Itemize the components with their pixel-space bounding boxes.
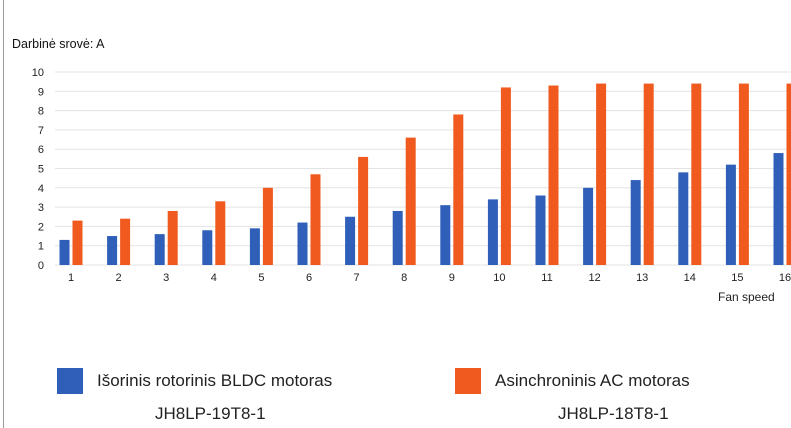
model-label-ac: JH8LP-18T8-1: [558, 404, 669, 423]
bar-ac-1: [72, 220, 83, 265]
x-tick-label: 11: [541, 272, 552, 284]
bar-ac-2: [120, 218, 131, 265]
bar-bldc-3: [154, 234, 165, 265]
bar-ac-13: [643, 83, 654, 265]
bar-bldc-13: [630, 180, 641, 265]
legend-swatch-ac: [455, 368, 481, 394]
y-tick-label: 0: [38, 260, 44, 272]
bar-bldc-14: [678, 172, 689, 265]
x-tick-label: 15: [731, 272, 743, 284]
bar-bldc-2: [107, 236, 118, 265]
bar-ac-5: [262, 187, 273, 265]
x-tick-label: 9: [449, 272, 455, 284]
bar-bldc-1: [59, 239, 70, 265]
bars: [59, 83, 791, 266]
frame-left-border: [3, 0, 4, 428]
x-tick-label: 2: [116, 272, 122, 284]
bar-ac-15: [738, 83, 749, 265]
legend-label-ac: Asinchroninis AC motoras: [495, 371, 690, 390]
legend-label-bldc: Išorinis rotorinis BLDC motoras: [97, 371, 333, 390]
x-tick-label: 12: [588, 272, 600, 284]
bar-ac-4: [215, 201, 226, 265]
chart-title: Darbinė srovė: A: [12, 37, 105, 51]
x-tick-label: 16: [779, 272, 791, 284]
model-label-bldc: JH8LP-19T8-1: [155, 404, 266, 423]
y-tick-label: 7: [38, 125, 44, 137]
bar-bldc-4: [202, 230, 213, 265]
x-axis-ticks: 1 2 3 4 5 6 7 8 9 10 11 12 13 14 15 16: [68, 272, 791, 284]
legend-item-bldc: Išorinis rotorinis BLDC motoras: [57, 367, 332, 395]
bar-ac-8: [405, 137, 416, 265]
bar-bldc-12: [583, 187, 594, 265]
y-tick-label: 6: [38, 144, 44, 156]
bar-bldc-6: [297, 222, 308, 265]
legend-swatch-bldc: [57, 368, 83, 394]
bar-bldc-11: [535, 195, 546, 265]
bar-bldc-8: [392, 210, 403, 265]
y-tick-label: 4: [38, 183, 44, 195]
bar-bldc-15: [725, 164, 736, 265]
bar-ac-12: [596, 83, 607, 265]
y-tick-label: 3: [38, 202, 44, 214]
x-tick-label: 8: [401, 272, 407, 284]
x-tick-label: 13: [636, 272, 648, 284]
bar-ac-3: [167, 210, 178, 265]
bar-ac-9: [453, 114, 464, 266]
bar-ac-11: [548, 85, 559, 265]
y-tick-label: 5: [38, 164, 44, 176]
x-tick-label: 5: [258, 272, 264, 284]
y-tick-label: 10: [32, 67, 44, 79]
bar-ac-14: [691, 83, 702, 265]
x-tick-label: 1: [68, 272, 74, 284]
bar-bldc-9: [440, 205, 451, 265]
y-axis-ticks: 0 1 2 3 4 5 6 7 8 9 10: [32, 67, 44, 272]
y-tick-label: 8: [38, 106, 44, 118]
bar-ac-10: [500, 87, 511, 265]
y-tick-label: 2: [38, 221, 44, 233]
y-tick-label: 9: [38, 86, 44, 98]
bar-bldc-7: [345, 216, 356, 265]
bar-bldc-16: [773, 153, 784, 265]
bar-ac-7: [358, 156, 369, 265]
x-tick-label: 4: [211, 272, 217, 284]
x-tick-label: 3: [163, 272, 169, 284]
bar-bldc-5: [249, 228, 260, 265]
x-axis-label: Fan speed: [718, 290, 775, 304]
x-tick-label: 6: [306, 272, 312, 284]
x-tick-label: 14: [684, 272, 696, 284]
bar-ac-16: [786, 83, 791, 265]
legend-item-ac: Asinchroninis AC motoras: [455, 367, 690, 395]
bar-ac-6: [310, 174, 321, 265]
bar-bldc-10: [487, 199, 498, 265]
y-tick-label: 1: [38, 241, 44, 253]
x-tick-label: 10: [493, 272, 505, 284]
x-tick-label: 7: [354, 272, 360, 284]
